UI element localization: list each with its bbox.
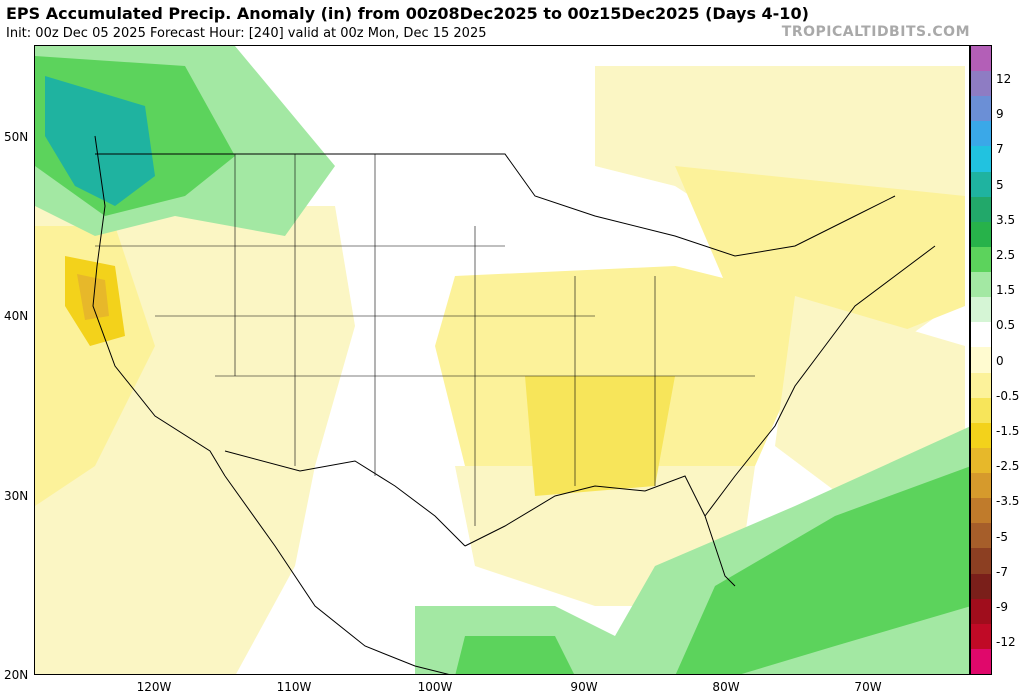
colorbar-segment — [971, 272, 991, 298]
colorbar-segment — [971, 71, 991, 97]
dry-field-deep-south — [525, 376, 675, 496]
colorbar-label: 0 — [996, 353, 1004, 368]
colorbar-label: -2.5 — [996, 459, 1020, 474]
gulf-coast — [464, 475, 736, 587]
lon-label-80w: 80W — [712, 680, 740, 694]
colorbar-label: -3.5 — [996, 494, 1020, 509]
map-canvas — [35, 46, 969, 674]
state-borders — [95, 154, 755, 526]
colorbar-segment — [971, 221, 991, 248]
colorbar-segment — [971, 447, 991, 474]
colorbar-segment — [971, 196, 991, 223]
us-west-coast — [92, 135, 226, 477]
colorbar-segment — [971, 548, 991, 574]
brand-watermark: TROPICALTIDBITS.COM — [781, 24, 970, 40]
colorbar-label: 7 — [996, 142, 1004, 157]
colorbar-label: 3.5 — [996, 212, 1016, 227]
colorbar-label: -5 — [996, 529, 1008, 544]
colorbar-segment — [971, 121, 991, 147]
colorbar-segment — [971, 573, 991, 600]
colorbar-label: 0.5 — [996, 318, 1016, 333]
anomaly-fields — [35, 46, 969, 674]
colorbar-segment — [971, 397, 991, 424]
colorbar-segment — [971, 623, 991, 650]
colorbar-segment — [971, 246, 991, 273]
precip-anomaly-map — [34, 45, 970, 675]
us-canada-border — [95, 153, 896, 257]
colorbar-label: -9 — [996, 600, 1008, 614]
colorbar-segment — [971, 297, 991, 323]
lon-label-90w: 90W — [570, 680, 598, 694]
map-title: EPS Accumulated Precip. Anomaly (in) fro… — [6, 4, 809, 23]
colorbar-label: -0.5 — [996, 388, 1020, 403]
lat-label-40n: 40N — [4, 309, 29, 323]
colorbar-label: 1.5 — [996, 283, 1016, 298]
colorbar-segment — [971, 422, 991, 449]
coastlines — [92, 135, 936, 674]
colorbar-segment — [971, 648, 991, 675]
lon-label-110w: 110W — [276, 680, 312, 694]
lat-label-30n: 30N — [4, 489, 29, 503]
colorbar-segment — [971, 598, 991, 625]
colorbar-label: 2.5 — [996, 248, 1016, 262]
colorbar-segment — [971, 372, 991, 399]
colorbar-segment — [971, 498, 991, 524]
colorbar-label: -12 — [996, 635, 1016, 650]
lat-label-50n: 50N — [4, 130, 29, 144]
map-subtitle: Init: 00z Dec 05 2025 Forecast Hour: [24… — [6, 26, 487, 41]
colorbar — [970, 45, 992, 675]
lon-label-100w: 100W — [417, 680, 453, 694]
colorbar-label: -7 — [996, 564, 1008, 579]
colorbar-segment — [971, 347, 991, 374]
lon-label-120w: 120W — [136, 680, 172, 694]
wet-field-atlantic-core — [675, 466, 969, 674]
lon-label-70w: 70W — [854, 680, 882, 694]
colorbar-segment — [971, 96, 991, 122]
mexico-coast — [224, 475, 450, 674]
dry-spot-california-inner — [77, 274, 109, 320]
colorbar-segment — [971, 322, 991, 348]
atlantic-coast — [704, 245, 936, 517]
colorbar-label: 9 — [996, 107, 1004, 122]
lat-label-20n: 20N — [4, 668, 29, 682]
colorbar-segment — [971, 523, 991, 549]
colorbar-segment — [971, 171, 991, 198]
colorbar-label: -1.5 — [996, 424, 1020, 438]
colorbar-segment — [971, 473, 991, 499]
colorbar-segment — [971, 146, 991, 173]
colorbar-segment — [971, 46, 991, 72]
wet-field-pacific-nw-core — [45, 76, 155, 206]
wet-field-caribbean-core — [455, 636, 574, 674]
dry-field-northeast — [675, 166, 965, 366]
colorbar-label: 12 — [996, 72, 1012, 86]
colorbar-label: 5 — [996, 177, 1004, 192]
